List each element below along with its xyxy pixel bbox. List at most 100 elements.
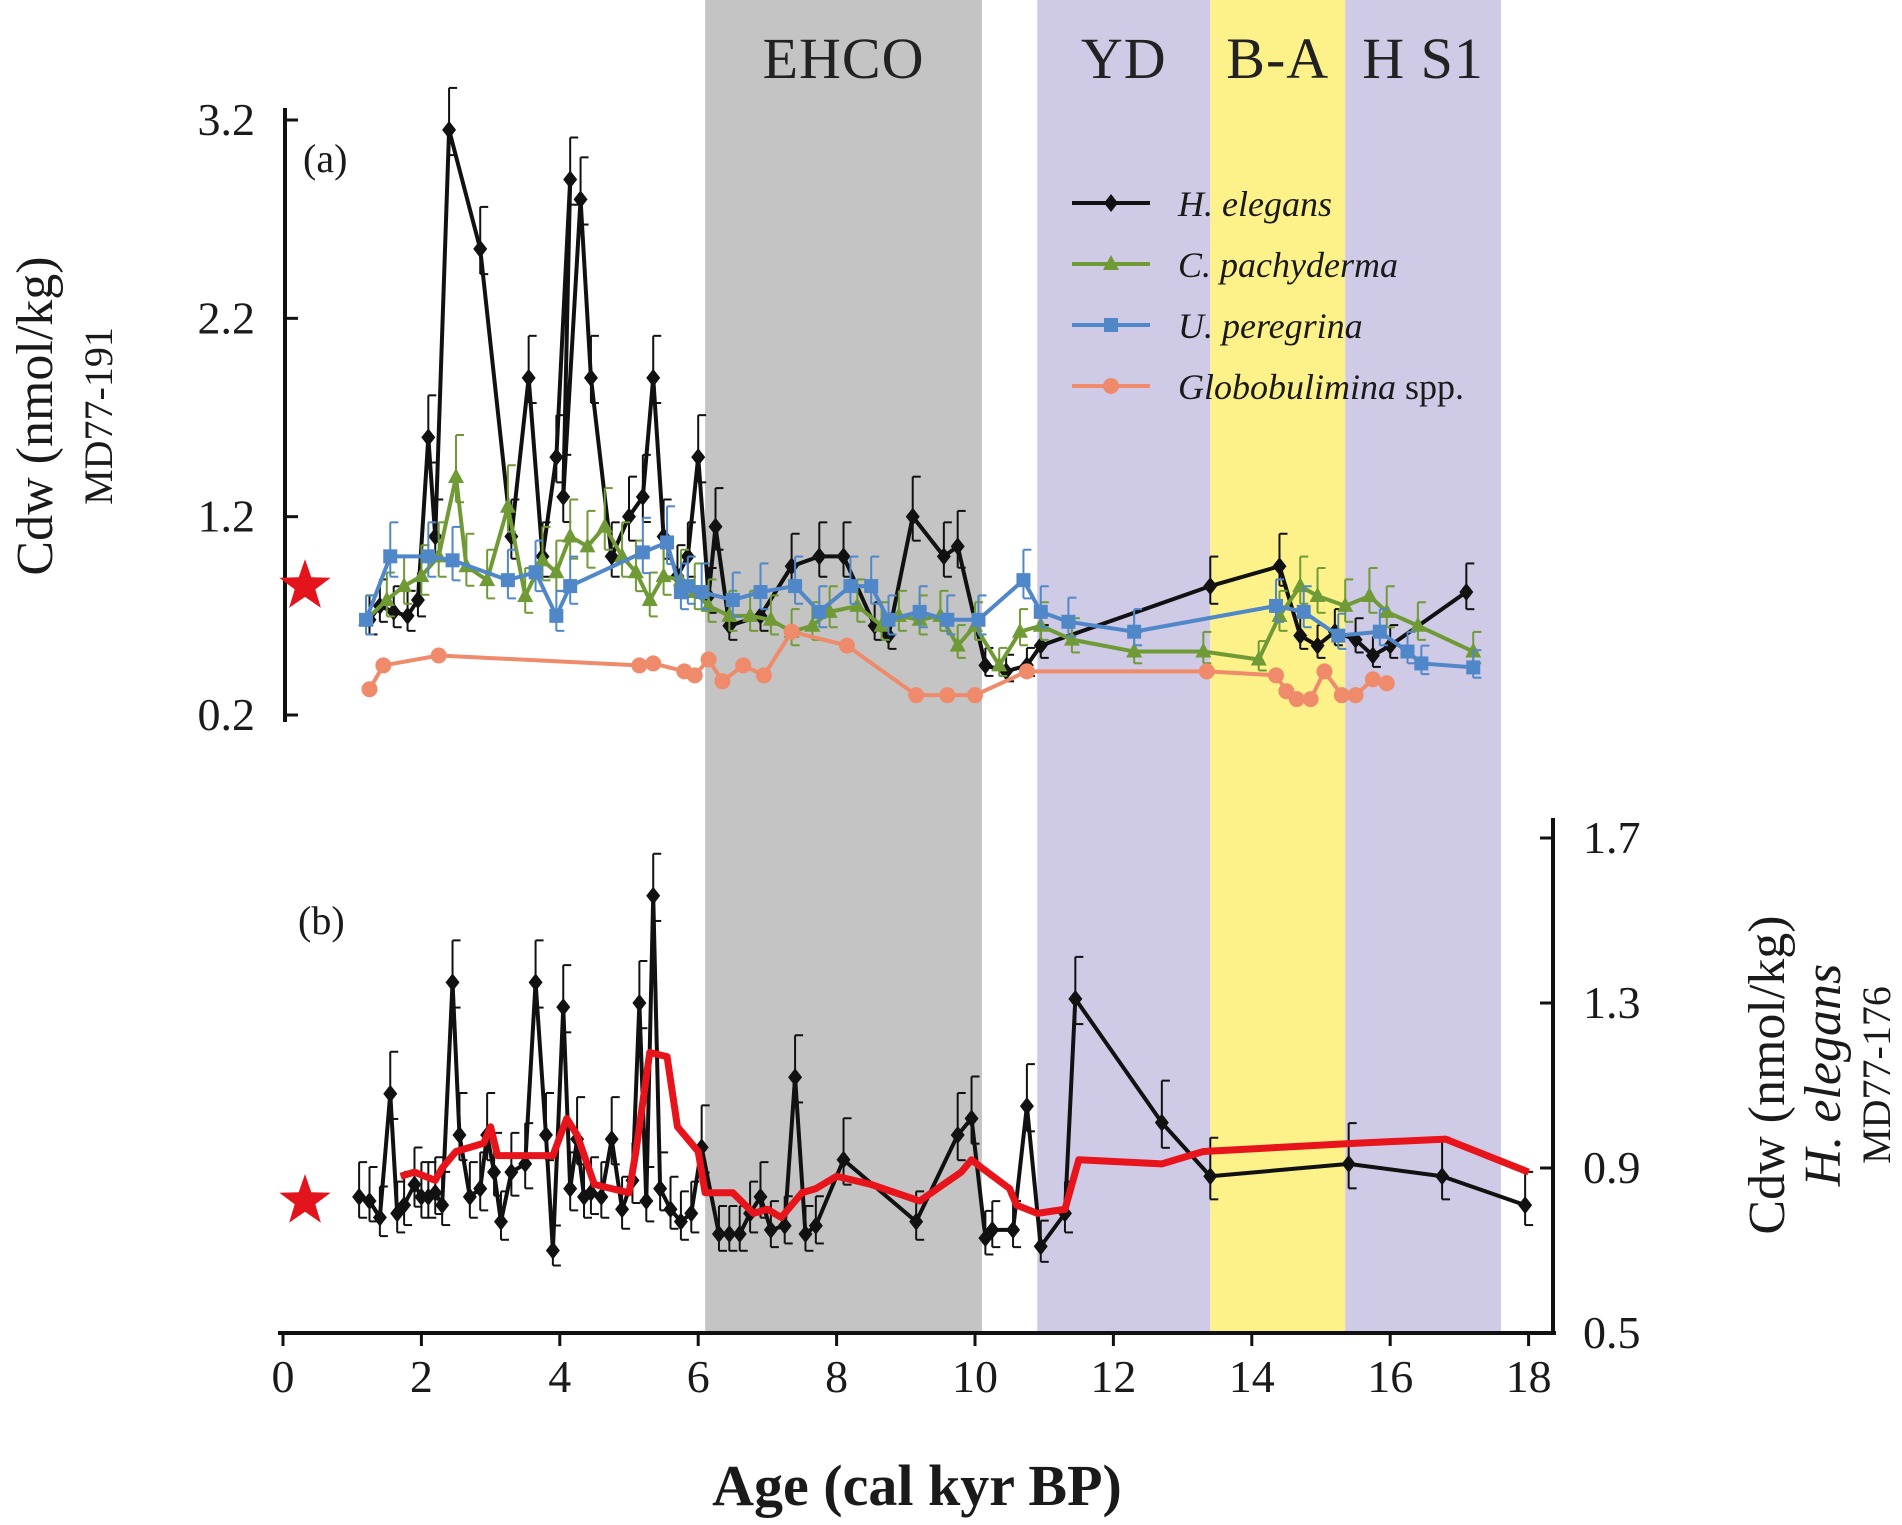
data-point-h-elegans <box>1203 577 1218 596</box>
data-point-series-1 <box>1341 1154 1356 1173</box>
data-point-c-pachyderma <box>1337 596 1354 612</box>
legend-marker <box>1103 378 1119 394</box>
data-point-globobulimina-spp <box>1302 691 1319 708</box>
data-point-series-1 <box>473 1179 488 1198</box>
data-point-series-1 <box>428 1183 443 1202</box>
data-point-globobulimina-spp <box>645 655 662 672</box>
data-point-c-pachyderma <box>1361 587 1378 602</box>
data-point-h-elegans <box>978 656 993 675</box>
data-point-series-1 <box>615 1200 630 1219</box>
data-point-c-pachyderma <box>1195 642 1212 658</box>
data-point-globobulimina-spp <box>1333 687 1350 704</box>
data-point-u-peregrina <box>788 579 803 594</box>
data-point-series-1 <box>493 1212 508 1231</box>
data-point-globobulimina-spp <box>838 637 855 654</box>
legend-label: Globobulimina spp. <box>1178 367 1464 407</box>
data-point-series-1 <box>732 1225 747 1243</box>
data-point-u-peregrina <box>753 585 768 600</box>
y-tick-label: 0.9 <box>1583 1142 1641 1193</box>
data-point-u-peregrina <box>940 612 955 627</box>
data-point-globobulimina-spp <box>686 667 703 684</box>
series-line-c-pachyderma <box>364 475 1475 668</box>
x-tick-label: 14 <box>1229 1351 1275 1402</box>
data-point-series-1 <box>639 1192 654 1210</box>
legend: H. elegans C. pachyderma U. peregrina Globo… <box>1072 184 1464 407</box>
legend-item-globobulimina-spp: Globobulimina spp. <box>1072 367 1464 407</box>
data-point-h-elegans <box>1459 583 1474 602</box>
data-point-h-elegans <box>521 368 536 387</box>
series-u-peregrina <box>359 505 1482 679</box>
data-point-u-peregrina <box>1127 624 1142 639</box>
y-tick-label: 1.3 <box>1583 977 1641 1028</box>
x-tick-label: 10 <box>952 1351 998 1402</box>
data-point-c-pachyderma <box>1250 650 1267 666</box>
data-point-c-pachyderma <box>1309 587 1326 602</box>
y-tick-label: 1.2 <box>198 491 256 542</box>
data-point-c-pachyderma <box>378 590 395 606</box>
data-point-h-elegans <box>812 547 827 566</box>
data-point-series-1 <box>583 1183 598 1202</box>
data-point-u-peregrina <box>1033 604 1048 619</box>
legend-marker <box>1103 255 1119 270</box>
data-point-u-peregrina <box>1372 624 1387 639</box>
panel-b-modern-star-icon <box>279 1174 331 1223</box>
series-line-series-2 <box>399 1049 1530 1221</box>
data-point-c-pachyderma <box>627 563 644 579</box>
data-point-series-1 <box>1154 1113 1169 1132</box>
data-point-globobulimina-spp <box>1018 663 1035 680</box>
data-point-globobulimina-spp <box>1364 671 1381 688</box>
data-point-u-peregrina <box>1061 614 1076 629</box>
data-point-globobulimina-spp <box>967 687 983 704</box>
legend-item-c-pachyderma: C. pachyderma <box>1072 245 1398 285</box>
data-point-series-1 <box>1006 1220 1021 1239</box>
data-point-u-peregrina <box>1016 573 1031 588</box>
data-point-h-elegans <box>1365 646 1380 665</box>
data-point-c-pachyderma <box>762 610 779 626</box>
data-point-globobulimina-spp <box>1378 675 1395 692</box>
x-axis-title: Age (cal kyr BP) <box>712 1453 1122 1518</box>
climate-period-labels: EHCO YD B-A H S1 <box>763 26 1483 91</box>
band-label-b-a: B-A <box>1226 26 1329 91</box>
legend-label: H. elegans <box>1177 184 1332 224</box>
climate-period-bands <box>705 0 1501 1333</box>
data-point-globobulimina-spp <box>908 687 925 704</box>
data-point-series-1 <box>487 1163 502 1182</box>
data-point-series-1 <box>964 1109 979 1128</box>
data-point-c-pachyderma <box>742 606 759 622</box>
data-point-globobulimina-spp <box>755 667 772 684</box>
data-point-h-elegans <box>442 120 457 139</box>
data-point-series-1 <box>673 1212 688 1231</box>
x-tick-label: 16 <box>1367 1351 1413 1402</box>
data-point-globobulimina-spp <box>1316 663 1333 680</box>
data-point-c-pachyderma <box>579 537 596 553</box>
legend-label: C. pachyderma <box>1178 245 1398 285</box>
data-point-u-peregrina <box>912 604 927 619</box>
data-point-globobulimina-spp <box>1288 691 1305 708</box>
data-point-globobulimina-spp <box>714 673 731 690</box>
data-series <box>352 86 1534 1267</box>
data-point-series-1 <box>632 994 647 1012</box>
data-point-series-1 <box>763 1220 778 1239</box>
data-point-u-peregrina <box>549 608 564 623</box>
series-line-u-peregrina <box>364 540 1474 670</box>
series-line-h-elegans <box>367 127 1468 674</box>
panel-b-y-axis-title: Cdw (nmol/kg) <box>1739 915 1796 1234</box>
data-point-series-1 <box>663 1200 678 1219</box>
data-point-c-pachyderma <box>548 563 565 579</box>
data-point-u-peregrina <box>563 579 578 594</box>
data-point-c-pachyderma <box>1063 630 1080 646</box>
data-point-h-elegans <box>421 428 436 447</box>
data-point-globobulimina-spp <box>735 657 752 674</box>
data-point-h-elegans <box>905 507 920 526</box>
data-point-series-1 <box>362 1192 377 1210</box>
data-point-h-elegans <box>583 368 598 387</box>
x-tick-label: 18 <box>1506 1351 1552 1402</box>
data-point-globobulimina-spp <box>1268 667 1285 684</box>
data-point-c-pachyderma <box>413 567 430 583</box>
data-point-series-1 <box>777 1216 792 1235</box>
data-point-series-1 <box>504 1163 519 1182</box>
panel-b-y-ticks: 0.5 0.9 1.3 1.7 <box>1540 812 1641 1358</box>
data-point-globobulimina-spp <box>1198 663 1215 680</box>
data-point-h-elegans <box>950 537 965 556</box>
